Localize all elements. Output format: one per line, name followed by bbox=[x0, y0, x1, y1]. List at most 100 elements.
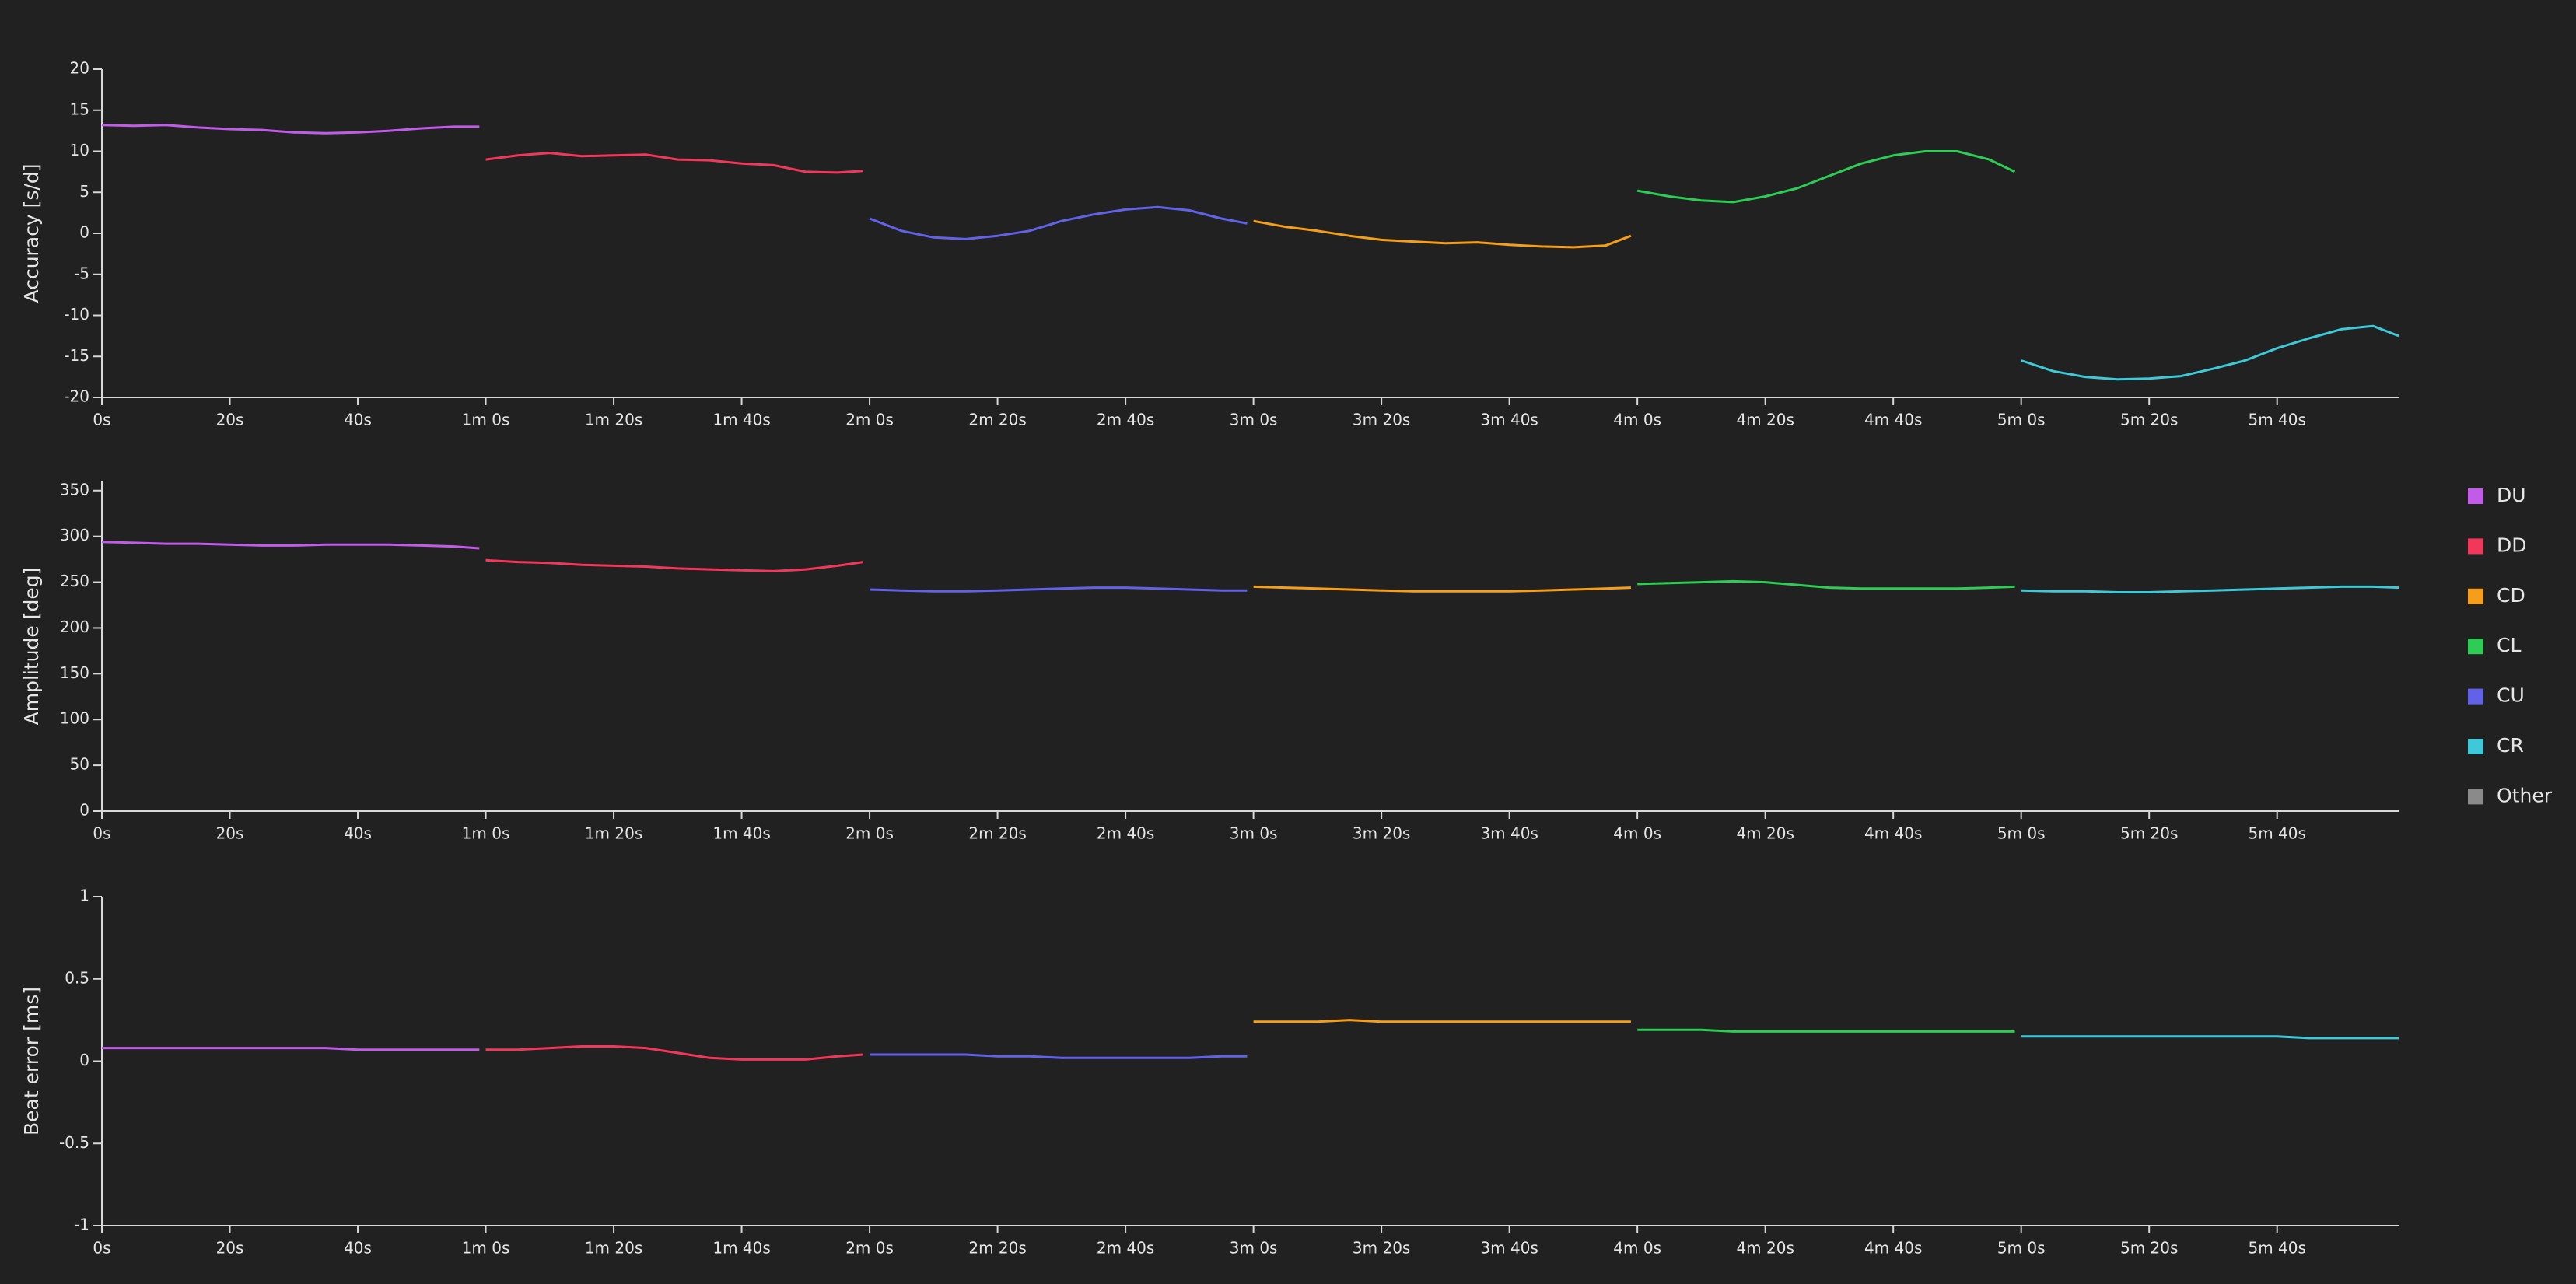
legend-swatch bbox=[2468, 588, 2483, 604]
legend-label: CR bbox=[2497, 734, 2524, 757]
x-tick-label: 4m 0s bbox=[1613, 411, 1661, 429]
series-line bbox=[2021, 585, 2399, 593]
y-axis-label: Beat error [ms] bbox=[20, 987, 43, 1135]
x-tick-label: 1m 0s bbox=[462, 411, 510, 429]
x-tick-label: 2m 20s bbox=[968, 824, 1026, 843]
x-tick-label: 0s bbox=[93, 411, 110, 429]
legend-label: CU bbox=[2497, 684, 2525, 707]
x-tick-label: 2m 40s bbox=[1097, 1239, 1154, 1258]
y-tick-label: 100 bbox=[60, 709, 89, 728]
x-tick-label: 0s bbox=[93, 1239, 110, 1258]
x-tick-label: 40s bbox=[344, 411, 372, 429]
x-tick-label: 4m 40s bbox=[1864, 1239, 1922, 1258]
legend-swatch bbox=[2468, 789, 2483, 805]
series-line bbox=[485, 1045, 863, 1061]
x-tick-label: 2m 0s bbox=[845, 1239, 894, 1258]
x-tick-label: 1m 0s bbox=[462, 824, 510, 843]
x-tick-label: 4m 40s bbox=[1864, 411, 1922, 429]
series-line bbox=[1253, 1019, 1631, 1023]
x-tick-label: 1m 40s bbox=[712, 411, 770, 429]
series-line bbox=[870, 586, 1248, 593]
series-line bbox=[1637, 579, 2015, 590]
x-tick-label: 40s bbox=[344, 1239, 372, 1258]
legend-swatch bbox=[2468, 688, 2483, 705]
x-tick-label: 5m 20s bbox=[2120, 411, 2178, 429]
legend-label: CL bbox=[2497, 634, 2521, 656]
x-tick-label: 5m 0s bbox=[1997, 824, 2046, 843]
y-tick-label: -1 bbox=[74, 1216, 89, 1234]
x-tick-label: 20s bbox=[216, 411, 244, 429]
series-line bbox=[2021, 324, 2399, 381]
x-tick-label: 5m 0s bbox=[1997, 1239, 2046, 1258]
x-tick-label: 5m 40s bbox=[2248, 1239, 2305, 1258]
y-axis-label: Amplitude [deg] bbox=[20, 568, 43, 726]
x-tick-label: 3m 20s bbox=[1353, 824, 1410, 843]
y-tick-label: 10 bbox=[70, 141, 89, 159]
series-line bbox=[1253, 585, 1631, 593]
series-line bbox=[102, 1047, 480, 1051]
y-tick-label: 15 bbox=[70, 100, 89, 118]
x-tick-label: 1m 40s bbox=[712, 824, 770, 843]
series-line bbox=[2021, 1035, 2399, 1040]
x-tick-label: 1m 40s bbox=[712, 1239, 770, 1258]
series-line bbox=[1637, 1028, 2015, 1033]
x-tick-label: 3m 40s bbox=[1480, 824, 1538, 843]
x-tick-label: 2m 0s bbox=[845, 824, 894, 843]
x-tick-label: 2m 40s bbox=[1097, 824, 1154, 843]
y-tick-label: 0 bbox=[79, 1051, 89, 1069]
x-tick-label: 5m 20s bbox=[2120, 824, 2178, 843]
x-tick-label: 1m 20s bbox=[585, 411, 642, 429]
legend-label: DD bbox=[2497, 534, 2527, 556]
legend-swatch bbox=[2468, 488, 2483, 504]
x-tick-label: 3m 0s bbox=[1230, 411, 1278, 429]
x-tick-label: 4m 0s bbox=[1613, 1239, 1661, 1258]
y-tick-label: 0 bbox=[79, 223, 89, 242]
y-tick-label: 350 bbox=[60, 480, 89, 499]
series-line bbox=[1253, 219, 1632, 249]
y-tick-label: 20 bbox=[70, 59, 89, 78]
y-tick-label: 150 bbox=[60, 663, 89, 682]
y-tick-label: 5 bbox=[79, 182, 89, 201]
x-tick-label: 5m 0s bbox=[1997, 411, 2046, 429]
legend-label: DU bbox=[2497, 484, 2526, 506]
x-tick-label: 4m 40s bbox=[1864, 824, 1922, 843]
x-tick-label: 1m 0s bbox=[462, 1239, 510, 1258]
x-tick-label: 3m 40s bbox=[1480, 1239, 1538, 1258]
x-tick-label: 1m 20s bbox=[585, 1239, 642, 1258]
y-tick-label: -5 bbox=[74, 264, 89, 282]
legend-label: Other bbox=[2497, 784, 2553, 806]
x-tick-label: 3m 0s bbox=[1230, 824, 1278, 843]
x-tick-label: 40s bbox=[344, 824, 372, 843]
series-line bbox=[485, 558, 864, 572]
y-tick-label: -20 bbox=[64, 387, 89, 406]
legend-swatch bbox=[2468, 739, 2483, 754]
legend-swatch bbox=[2468, 639, 2483, 655]
x-tick-label: 5m 40s bbox=[2248, 411, 2305, 429]
x-tick-label: 3m 0s bbox=[1230, 1239, 1278, 1258]
y-tick-label: 250 bbox=[60, 572, 89, 590]
legend-label: CD bbox=[2497, 584, 2525, 607]
series-line bbox=[485, 152, 863, 174]
x-tick-label: 2m 20s bbox=[968, 411, 1026, 429]
y-tick-label: 300 bbox=[60, 526, 89, 544]
y-tick-label: -10 bbox=[64, 305, 89, 324]
x-tick-label: 5m 20s bbox=[2120, 1239, 2178, 1258]
x-tick-label: 0s bbox=[93, 824, 110, 843]
series-line bbox=[101, 541, 480, 550]
y-tick-label: 0.5 bbox=[65, 968, 89, 987]
x-tick-label: 3m 40s bbox=[1480, 411, 1538, 429]
x-tick-label: 20s bbox=[216, 824, 244, 843]
x-tick-label: 3m 20s bbox=[1353, 411, 1410, 429]
series-line bbox=[870, 1053, 1248, 1059]
x-tick-label: 2m 0s bbox=[845, 411, 894, 429]
x-tick-label: 4m 20s bbox=[1736, 1239, 1794, 1258]
y-tick-label: 200 bbox=[60, 618, 89, 636]
x-tick-label: 2m 20s bbox=[968, 1239, 1026, 1258]
x-tick-label: 4m 0s bbox=[1613, 824, 1661, 843]
x-tick-label: 20s bbox=[216, 1239, 244, 1258]
y-tick-label: -15 bbox=[64, 346, 89, 365]
y-tick-label: 0 bbox=[79, 801, 89, 820]
y-axis-label: Accuracy [s/d] bbox=[20, 164, 43, 303]
